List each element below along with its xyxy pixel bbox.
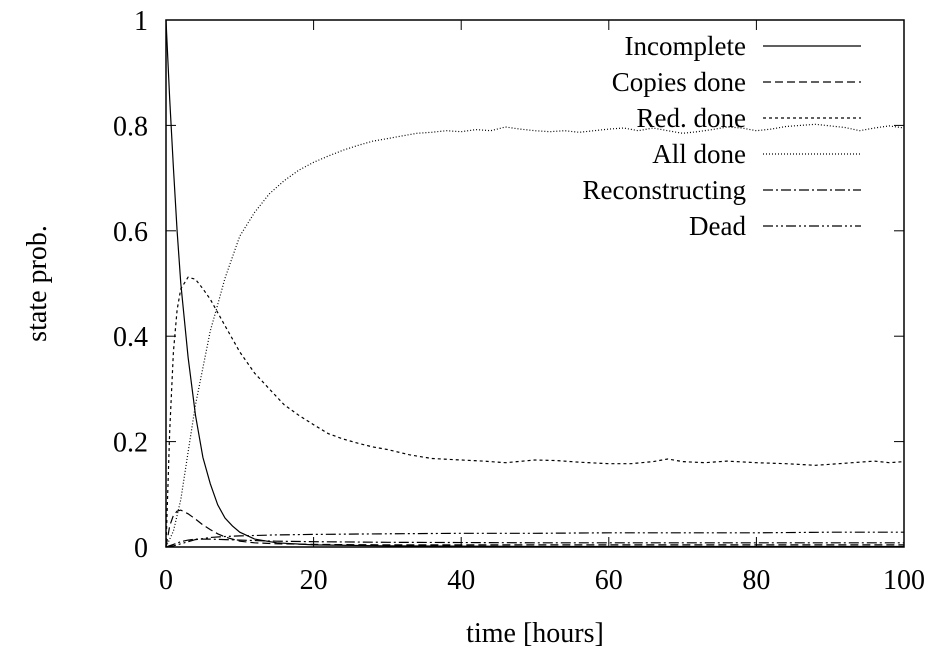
legend-label: All done — [652, 139, 746, 169]
series-line-5 — [165, 531, 904, 548]
y-tick-label: 0.6 — [113, 217, 148, 248]
plot-frame — [165, 19, 905, 548]
y-tick-label: 0.2 — [113, 428, 148, 459]
y-tick-label: 0 — [134, 533, 148, 564]
series-line-1 — [165, 509, 904, 548]
axis-ticks: 0 20 40 60 80 100 0 0.2 0.4 0.6 0.8 1 — [113, 6, 925, 596]
x-tick-label: 100 — [883, 565, 925, 596]
x-tick-label: 60 — [595, 565, 623, 596]
legend-label: Copies done — [612, 67, 746, 97]
series-lines — [165, 19, 905, 548]
y-tick-label: 0.8 — [113, 111, 148, 142]
y-tick-label: 1 — [134, 6, 148, 37]
plot-area-border — [165, 19, 905, 548]
y-tick-label: 0.4 — [113, 322, 148, 353]
legend-label: Incomplete — [625, 31, 746, 61]
series-line-0 — [165, 19, 904, 548]
y-axis-label: state prob. — [22, 225, 53, 342]
legend-label: Reconstructing — [583, 175, 746, 205]
legend: Incomplete Copies done Red. done All done Re… — [583, 31, 861, 241]
legend-label: Red. done — [637, 103, 746, 133]
x-tick-label: 80 — [742, 565, 770, 596]
x-axis-label: time [hours] — [466, 618, 604, 649]
series-line-2 — [165, 276, 905, 548]
x-tick-label: 20 — [300, 565, 328, 596]
legend-label: Dead — [689, 211, 746, 241]
x-tick-label: 40 — [447, 565, 475, 596]
series-line-3 — [165, 123, 905, 548]
x-tick-label: 0 — [159, 565, 173, 596]
